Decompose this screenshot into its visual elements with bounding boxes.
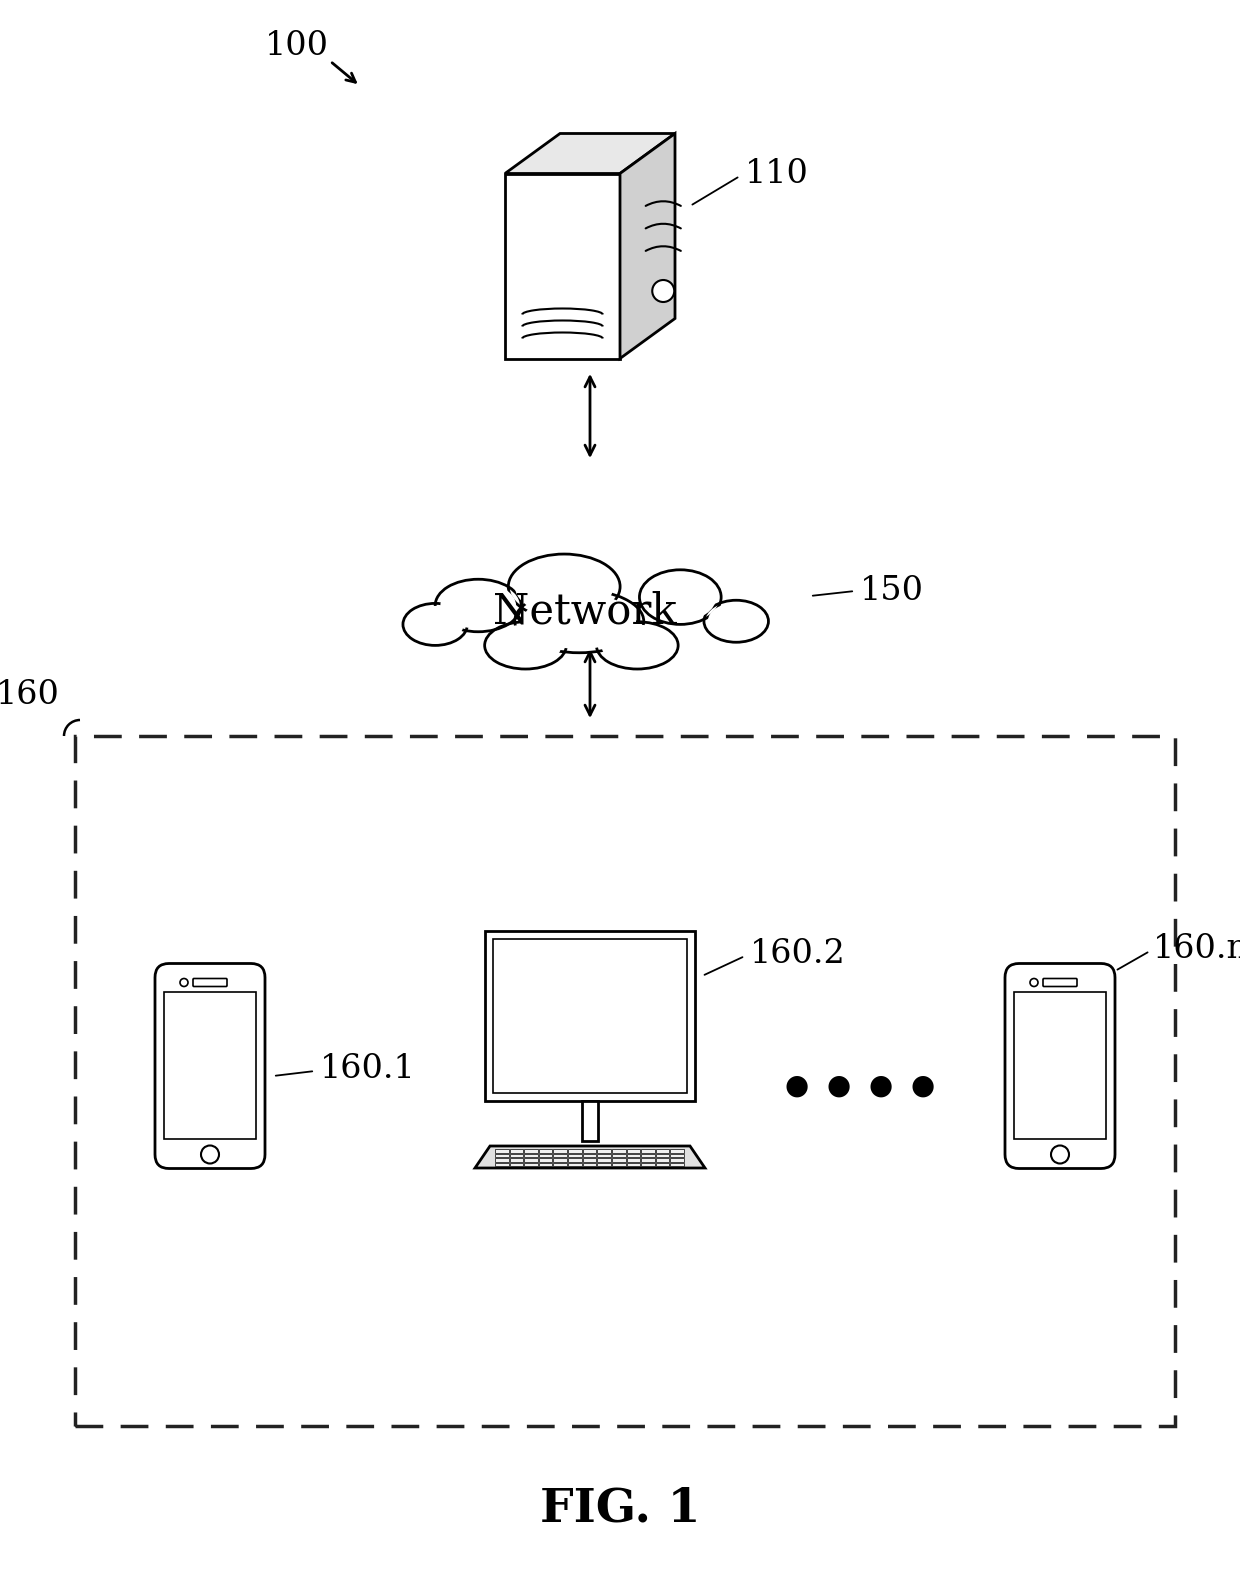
- Polygon shape: [505, 173, 620, 358]
- Bar: [553, 1154, 567, 1157]
- Ellipse shape: [435, 580, 521, 632]
- Bar: [641, 1163, 655, 1166]
- Polygon shape: [620, 134, 675, 358]
- FancyBboxPatch shape: [155, 963, 265, 1168]
- Bar: [568, 1163, 582, 1166]
- Text: 100: 100: [265, 30, 329, 61]
- Bar: [656, 1149, 670, 1152]
- Bar: [1014, 991, 1106, 1138]
- Ellipse shape: [440, 583, 516, 629]
- Bar: [510, 1154, 523, 1157]
- Polygon shape: [505, 134, 675, 173]
- FancyBboxPatch shape: [1043, 979, 1078, 987]
- Bar: [671, 1163, 684, 1166]
- Text: 150: 150: [861, 575, 924, 607]
- Bar: [598, 1163, 611, 1166]
- Bar: [495, 1163, 508, 1166]
- Bar: [671, 1149, 684, 1152]
- Bar: [485, 931, 694, 1102]
- Bar: [626, 1158, 640, 1162]
- Ellipse shape: [490, 624, 562, 667]
- Bar: [568, 1158, 582, 1162]
- Bar: [656, 1158, 670, 1162]
- Bar: [539, 1163, 553, 1166]
- Ellipse shape: [508, 555, 620, 619]
- Bar: [525, 1149, 538, 1152]
- Ellipse shape: [403, 604, 467, 646]
- Bar: [510, 1163, 523, 1166]
- Ellipse shape: [485, 623, 567, 670]
- Bar: [583, 1149, 596, 1152]
- Bar: [494, 939, 687, 1094]
- Bar: [164, 991, 255, 1138]
- Bar: [525, 1163, 538, 1166]
- Bar: [568, 1154, 582, 1157]
- Bar: [553, 1149, 567, 1152]
- Circle shape: [652, 281, 675, 303]
- Text: 160: 160: [0, 679, 60, 711]
- Bar: [583, 1163, 596, 1166]
- Circle shape: [201, 1146, 219, 1163]
- Bar: [553, 1163, 567, 1166]
- Bar: [510, 1158, 523, 1162]
- Bar: [539, 1154, 553, 1157]
- Ellipse shape: [407, 605, 464, 643]
- Bar: [525, 1158, 538, 1162]
- Ellipse shape: [640, 571, 722, 624]
- Circle shape: [180, 979, 188, 987]
- Bar: [626, 1154, 640, 1157]
- Bar: [671, 1158, 684, 1162]
- Text: 160.n: 160.n: [1153, 933, 1240, 965]
- Bar: [74, 736, 1176, 1426]
- Bar: [626, 1163, 640, 1166]
- Text: ●  ●  ●  ●: ● ● ● ●: [785, 1072, 935, 1100]
- Circle shape: [1052, 1146, 1069, 1163]
- Ellipse shape: [704, 600, 769, 643]
- Text: 110: 110: [745, 158, 808, 191]
- Bar: [671, 1154, 684, 1157]
- Bar: [598, 1154, 611, 1157]
- Ellipse shape: [708, 602, 765, 640]
- Text: FIG. 1: FIG. 1: [539, 1485, 701, 1530]
- Bar: [626, 1149, 640, 1152]
- Bar: [611, 1154, 625, 1157]
- Circle shape: [1030, 979, 1038, 987]
- Bar: [583, 1158, 596, 1162]
- Ellipse shape: [596, 623, 678, 670]
- Text: 160.2: 160.2: [750, 938, 846, 969]
- Bar: [583, 1154, 596, 1157]
- Bar: [525, 1154, 538, 1157]
- FancyBboxPatch shape: [1004, 963, 1115, 1168]
- Bar: [510, 1149, 523, 1152]
- FancyBboxPatch shape: [193, 979, 227, 987]
- Text: Network: Network: [494, 589, 677, 632]
- Ellipse shape: [645, 574, 717, 621]
- Ellipse shape: [601, 624, 673, 667]
- Bar: [641, 1154, 655, 1157]
- Bar: [553, 1158, 567, 1162]
- Bar: [495, 1154, 508, 1157]
- Bar: [656, 1163, 670, 1166]
- Bar: [611, 1149, 625, 1152]
- Polygon shape: [475, 1146, 706, 1168]
- Bar: [598, 1158, 611, 1162]
- Bar: [611, 1163, 625, 1166]
- Ellipse shape: [515, 558, 614, 615]
- Bar: [539, 1149, 553, 1152]
- Bar: [582, 1102, 598, 1141]
- Bar: [495, 1158, 508, 1162]
- Bar: [568, 1149, 582, 1152]
- Bar: [641, 1149, 655, 1152]
- Text: 160.1: 160.1: [320, 1053, 415, 1084]
- Bar: [495, 1149, 508, 1152]
- Bar: [611, 1158, 625, 1162]
- Bar: [598, 1149, 611, 1152]
- Bar: [656, 1154, 670, 1157]
- Bar: [641, 1158, 655, 1162]
- Bar: [539, 1158, 553, 1162]
- Ellipse shape: [515, 589, 644, 652]
- Ellipse shape: [522, 594, 636, 649]
